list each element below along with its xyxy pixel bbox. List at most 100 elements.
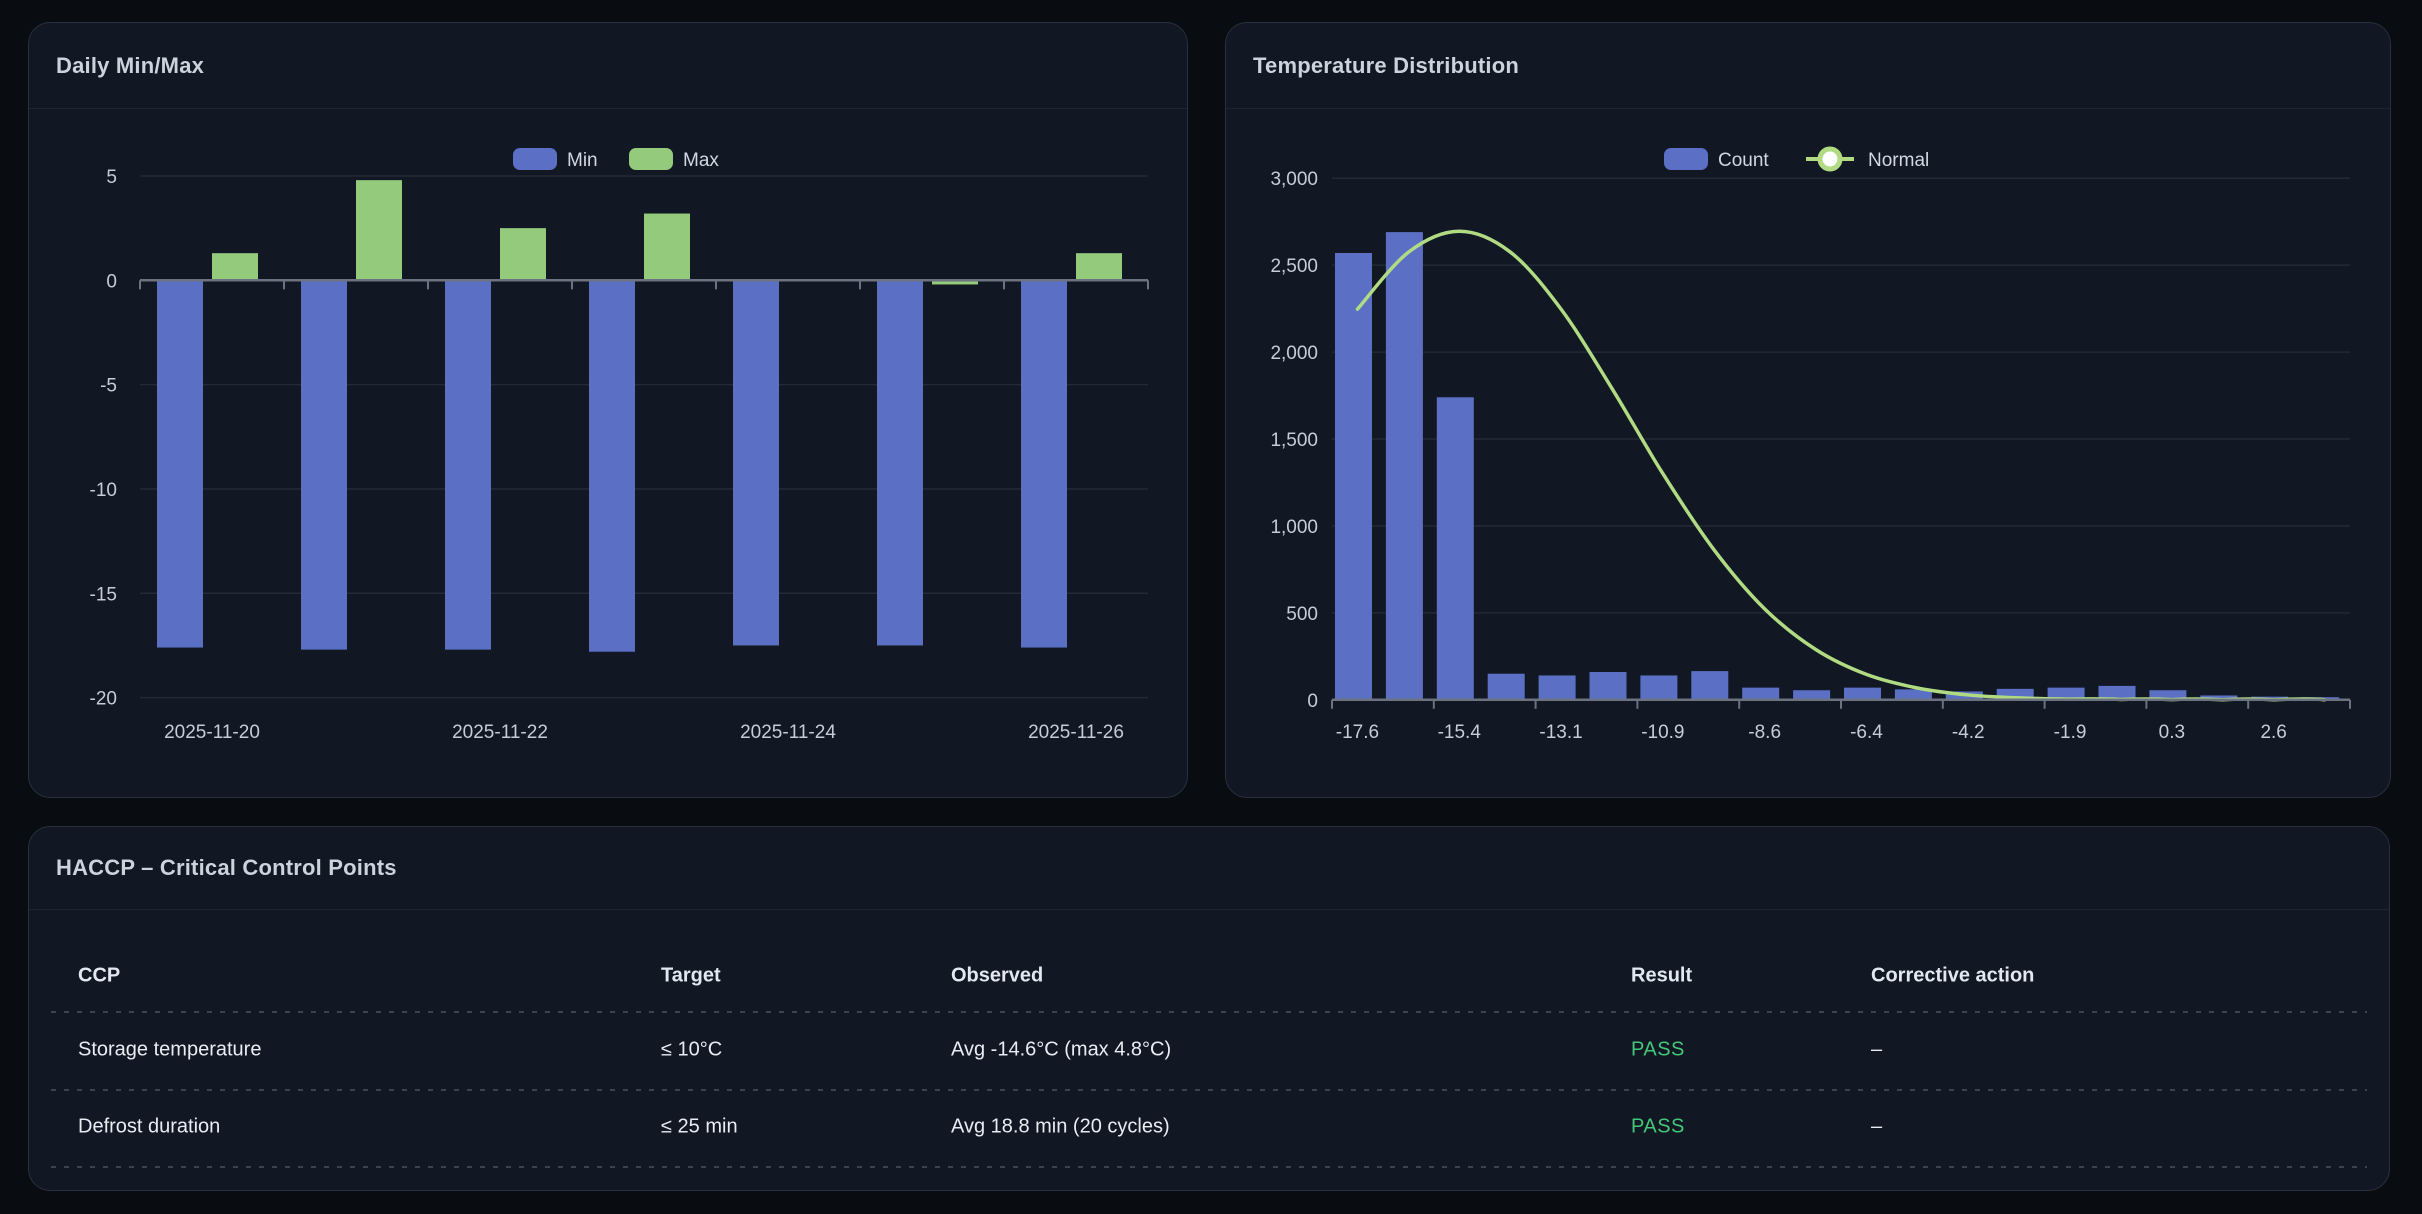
max-bar[interactable] <box>500 228 546 281</box>
x-tick-label: -13.1 <box>1539 722 1582 743</box>
normal-curve[interactable] <box>1355 229 2327 702</box>
haccp-table: CCP Target Observed Result Corrective action… <box>29 910 2389 1192</box>
max-bar[interactable] <box>212 253 258 281</box>
x-tick-label: 2025-11-24 <box>740 722 836 743</box>
count-bar[interactable] <box>1844 687 1881 700</box>
col-header-result: Result <box>1631 964 1693 987</box>
y-tick-label: 1,500 <box>1270 430 1318 451</box>
legend-item-min[interactable]: Min <box>513 148 598 171</box>
count-bar[interactable] <box>1385 232 1423 700</box>
legend-swatch <box>513 148 557 170</box>
count-bar[interactable] <box>1996 688 2034 700</box>
temperature-distribution-title: Temperature Distribution <box>1253 52 1519 78</box>
col-header-observed: Observed <box>951 964 1044 987</box>
legend-swatch <box>629 148 673 170</box>
haccp-card-header: HACCP – Critical Control Points <box>29 827 2389 910</box>
count-bar[interactable] <box>1538 675 1576 700</box>
count-bar[interactable] <box>2098 685 2136 700</box>
count-bar[interactable] <box>1793 690 1831 700</box>
x-tick-label: -6.4 <box>1850 722 1883 743</box>
y-tick-label: 2,000 <box>1270 343 1318 364</box>
daily-legend: Min Max <box>513 148 719 171</box>
x-tick-label: 2025-11-22 <box>452 722 548 743</box>
legend-swatch <box>1664 148 1708 170</box>
y-tick-label: 5 <box>106 167 117 188</box>
legend-item-normal[interactable]: Normal <box>1806 146 1929 172</box>
count-bar[interactable] <box>2047 687 2085 700</box>
min-bar[interactable] <box>589 280 635 652</box>
row-divider <box>51 1089 2367 1091</box>
count-bar[interactable] <box>1691 671 1729 700</box>
row-divider <box>51 1011 2367 1013</box>
count-bar[interactable] <box>2149 690 2187 700</box>
legend-label: Normal <box>1868 150 1929 171</box>
min-bar[interactable] <box>301 280 347 650</box>
x-tick-label: -4.2 <box>1952 722 1985 743</box>
max-bar[interactable] <box>932 280 978 285</box>
y-tick-label: -5 <box>100 376 117 397</box>
y-tick-label: 0 <box>1307 691 1318 712</box>
count-bar[interactable] <box>1335 252 1372 700</box>
x-tick-label: 2025-11-20 <box>164 722 260 743</box>
cell-observed: Avg 18.8 min (20 cycles) <box>951 1115 1170 1138</box>
y-tick-label: 1,000 <box>1270 517 1318 538</box>
max-bar[interactable] <box>644 213 690 281</box>
cell-result: PASS <box>1631 1038 1685 1061</box>
legend-label: Max <box>683 150 719 171</box>
count-bar[interactable] <box>1487 673 1525 700</box>
min-bar[interactable] <box>445 280 491 650</box>
legend-label: Count <box>1718 150 1769 171</box>
cell-result: PASS <box>1631 1115 1685 1138</box>
col-header-target: Target <box>661 964 721 987</box>
x-tick-label: -1.9 <box>2054 722 2087 743</box>
cell-action: – <box>1871 1115 1883 1138</box>
cell-action: – <box>1871 1038 1883 1061</box>
daily-minmax-title: Daily Min/Max <box>56 52 205 78</box>
dist-legend: Count Normal <box>1664 146 1929 172</box>
x-tick-label: 2.6 <box>2260 722 2286 743</box>
x-tick-label: -17.6 <box>1336 722 1379 743</box>
x-tick-label: -10.9 <box>1641 722 1684 743</box>
min-bar[interactable] <box>733 280 779 646</box>
legend-item-count[interactable]: Count <box>1664 148 1769 171</box>
row-divider <box>51 1166 2367 1168</box>
temperature-distribution-card-header: Temperature Distribution <box>1226 23 2390 109</box>
temperature-distribution-card: Temperature Distribution 0 500 1,000 1,500 2… <box>1225 22 2391 798</box>
legend-item-max[interactable]: Max <box>629 148 719 171</box>
y-tick-label: -15 <box>90 584 117 605</box>
temperature-distribution-body: 0 500 1,000 1,500 2,000 2,500 3,000 -17.6 -15.4 -… <box>1226 109 2390 797</box>
col-header-action: Corrective action <box>1871 964 2035 987</box>
count-bar[interactable] <box>1640 675 1678 700</box>
x-tick-label: -15.4 <box>1438 722 1482 743</box>
temperature-distribution-chart: 0 500 1,000 1,500 2,000 2,500 3,000 -17.6 -15.4 -… <box>1270 146 2351 743</box>
cell-target: ≤ 25 min <box>661 1115 738 1138</box>
daily-minmax-card: Daily Min/Max 5 0 -5 -10 -15 -20 2025-11-20 202… <box>28 22 1188 798</box>
max-bar[interactable] <box>1076 253 1122 281</box>
legend-circle-marker <box>1817 146 1843 172</box>
count-bar[interactable] <box>1894 689 1932 700</box>
count-bar[interactable] <box>2200 695 2238 700</box>
cell-ccp: Storage temperature <box>78 1038 262 1061</box>
haccp-body: CCP Target Observed Result Corrective action… <box>29 910 2389 1192</box>
max-bar[interactable] <box>356 180 402 281</box>
y-tick-label: 2,500 <box>1270 256 1318 277</box>
cell-observed: Avg -14.6°C (max 4.8°C) <box>951 1038 1172 1061</box>
cell-target: ≤ 10°C <box>661 1038 723 1061</box>
x-tick-label: -8.6 <box>1748 722 1781 743</box>
count-bar[interactable] <box>1742 687 1780 700</box>
cell-ccp: Defrost duration <box>78 1115 221 1138</box>
min-bar[interactable] <box>877 280 923 646</box>
count-bar[interactable] <box>1436 397 1474 700</box>
daily-minmax-body: 5 0 -5 -10 -15 -20 2025-11-20 2025-11-22 2025-11… <box>29 109 1187 797</box>
min-bar[interactable] <box>157 280 203 648</box>
count-bar[interactable] <box>1589 671 1627 700</box>
x-tick-label: 0.3 <box>2159 722 2185 743</box>
daily-minmax-chart: 5 0 -5 -10 -15 -20 2025-11-20 2025-11-22 2025-11… <box>90 148 1149 743</box>
y-tick-label: 0 <box>106 271 117 292</box>
y-tick-label: 3,000 <box>1270 169 1318 190</box>
min-bar[interactable] <box>1021 280 1067 648</box>
legend-label: Min <box>567 150 598 171</box>
haccp-card: HACCP – Critical Control Points CCP Targe… <box>28 826 2390 1191</box>
haccp-title: HACCP – Critical Control Points <box>56 855 397 880</box>
x-tick-label: 2025-11-26 <box>1028 722 1124 743</box>
